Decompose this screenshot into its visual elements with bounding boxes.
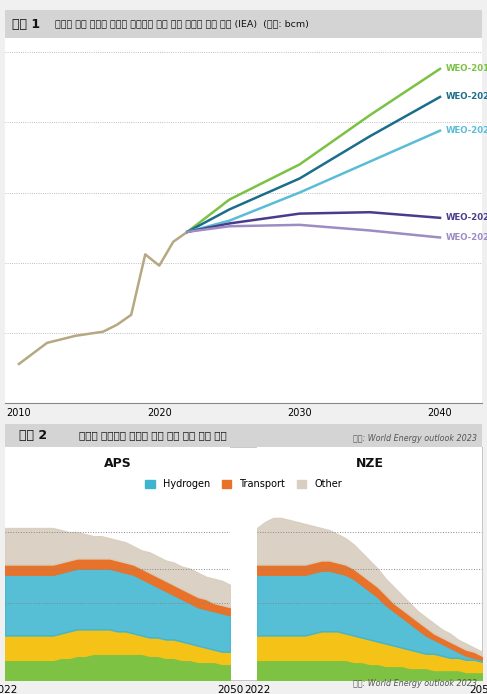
Text: WEO-2021: WEO-2021 xyxy=(446,126,487,135)
Text: 출처: World Energy outlook 2023: 출처: World Energy outlook 2023 xyxy=(353,679,477,688)
Text: WEO-2022: WEO-2022 xyxy=(446,213,487,222)
Text: 국가별 감축목표 강화에 따른 가스 수요 하락 전망: 국가별 감축목표 강화에 따른 가스 수요 하락 전망 xyxy=(79,430,226,441)
Text: 출처: World Energy outlook 2023: 출처: World Energy outlook 2023 xyxy=(353,434,477,443)
Text: NZE: NZE xyxy=(356,457,384,471)
Text: WEO-2023: WEO-2023 xyxy=(446,233,487,242)
Text: 국가별 정책 반영한 중장기 천연가스 수요 전망 연도별 변화 추이 (IEA)  (단위: bcm): 국가별 정책 반영한 중장기 천연가스 수요 전망 연도별 변화 추이 (IEA… xyxy=(55,19,309,28)
Text: APS: APS xyxy=(104,457,131,471)
Text: 그림 1: 그림 1 xyxy=(12,17,40,31)
Text: 그림 2: 그림 2 xyxy=(19,429,47,442)
Text: WEO-2020: WEO-2020 xyxy=(446,92,487,101)
Text: WEO-2019: WEO-2019 xyxy=(446,65,487,74)
Legend: Hydrogen, Transport, Other: Hydrogen, Transport, Other xyxy=(145,480,342,489)
